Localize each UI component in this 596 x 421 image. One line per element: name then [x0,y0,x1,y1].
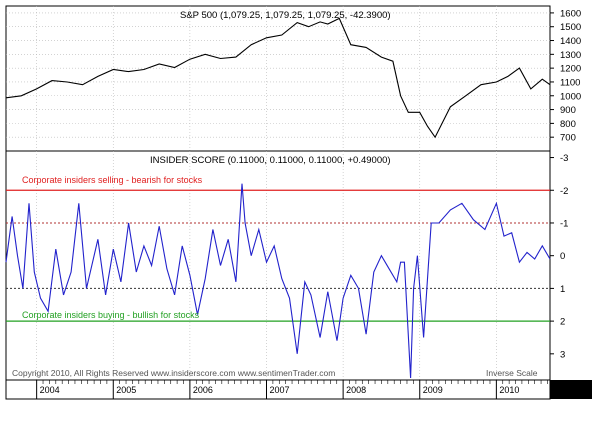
insider-panel-border [5,150,551,381]
insider-tick-label: -2 [560,186,568,197]
sp500-tick-label: 1000 [560,91,581,102]
sp500-tick-label: 700 [560,133,576,144]
x-tick-label: 2010 [499,385,519,395]
sp500-panel: 700 800 900 1000 1100 1200 1300 1400 1500 1600 S&… [5,5,581,152]
sp500-tick-label: 900 [560,105,576,116]
sp500-y-axis: 700 800 900 1000 1100 1200 1300 1400 1500 1600 [550,8,581,144]
x-tick-label: 2008 [346,385,366,395]
sp500-panel-border [5,5,551,152]
sp500-tick-label: 1300 [560,50,581,61]
x-tick-label: 2006 [193,385,213,395]
sp500-price-line [5,17,551,139]
insider-tick-label: 2 [560,317,565,328]
sp500-tick-label: 1100 [560,77,580,88]
x-axis: 2004 2005 2006 2007 2008 2009 2010 [5,379,592,400]
inverse-scale-note: Inverse Scale [486,368,538,378]
insider-y-axis: 3 2 1 0 -1 -2 -3 [550,153,568,360]
insider-title: INSIDER SCORE (0.11000, 0.11000, 0.11000… [150,155,391,166]
copyright-text: Copyright 2010, All Rights Reserved www.… [12,368,335,378]
x-tick-label: 2005 [116,385,136,395]
insider-gridlines [36,151,497,380]
insider-tick-label: -1 [560,218,568,229]
sp500-tick-label: 1500 [560,22,581,33]
sp500-tick-label: 1600 [560,8,581,19]
buying-label: Corporate insiders buying - bullish for … [22,310,200,320]
selling-label: Corporate insiders selling - bearish for… [22,175,203,185]
insider-panel: 3 2 1 0 -1 -2 -3 INSIDER SCORE (0.11000, 0.110… [5,150,568,381]
insider-tick-label: 0 [560,251,565,262]
x-axis-corner-block [550,380,592,399]
sp500-tick-label: 800 [560,119,576,130]
sp500-tick-label: 1400 [560,36,581,47]
sp500-tick-label: 1200 [560,64,581,75]
insider-tick-label: -3 [560,153,568,164]
insider-tick-label: 3 [560,349,565,360]
sp500-gridlines [6,6,550,151]
sp500-title: S&P 500 (1,079.25, 1,079.25, 1,079.25, -… [180,10,391,21]
x-axis-ticks: 2004 2005 2006 2007 2008 2009 2010 [36,380,548,399]
insider-tick-label: 1 [560,284,565,295]
insider-score-line [5,183,551,379]
x-tick-label: 2009 [423,385,443,395]
x-tick-label: 2007 [270,385,290,395]
x-tick-label: 2004 [40,385,60,395]
